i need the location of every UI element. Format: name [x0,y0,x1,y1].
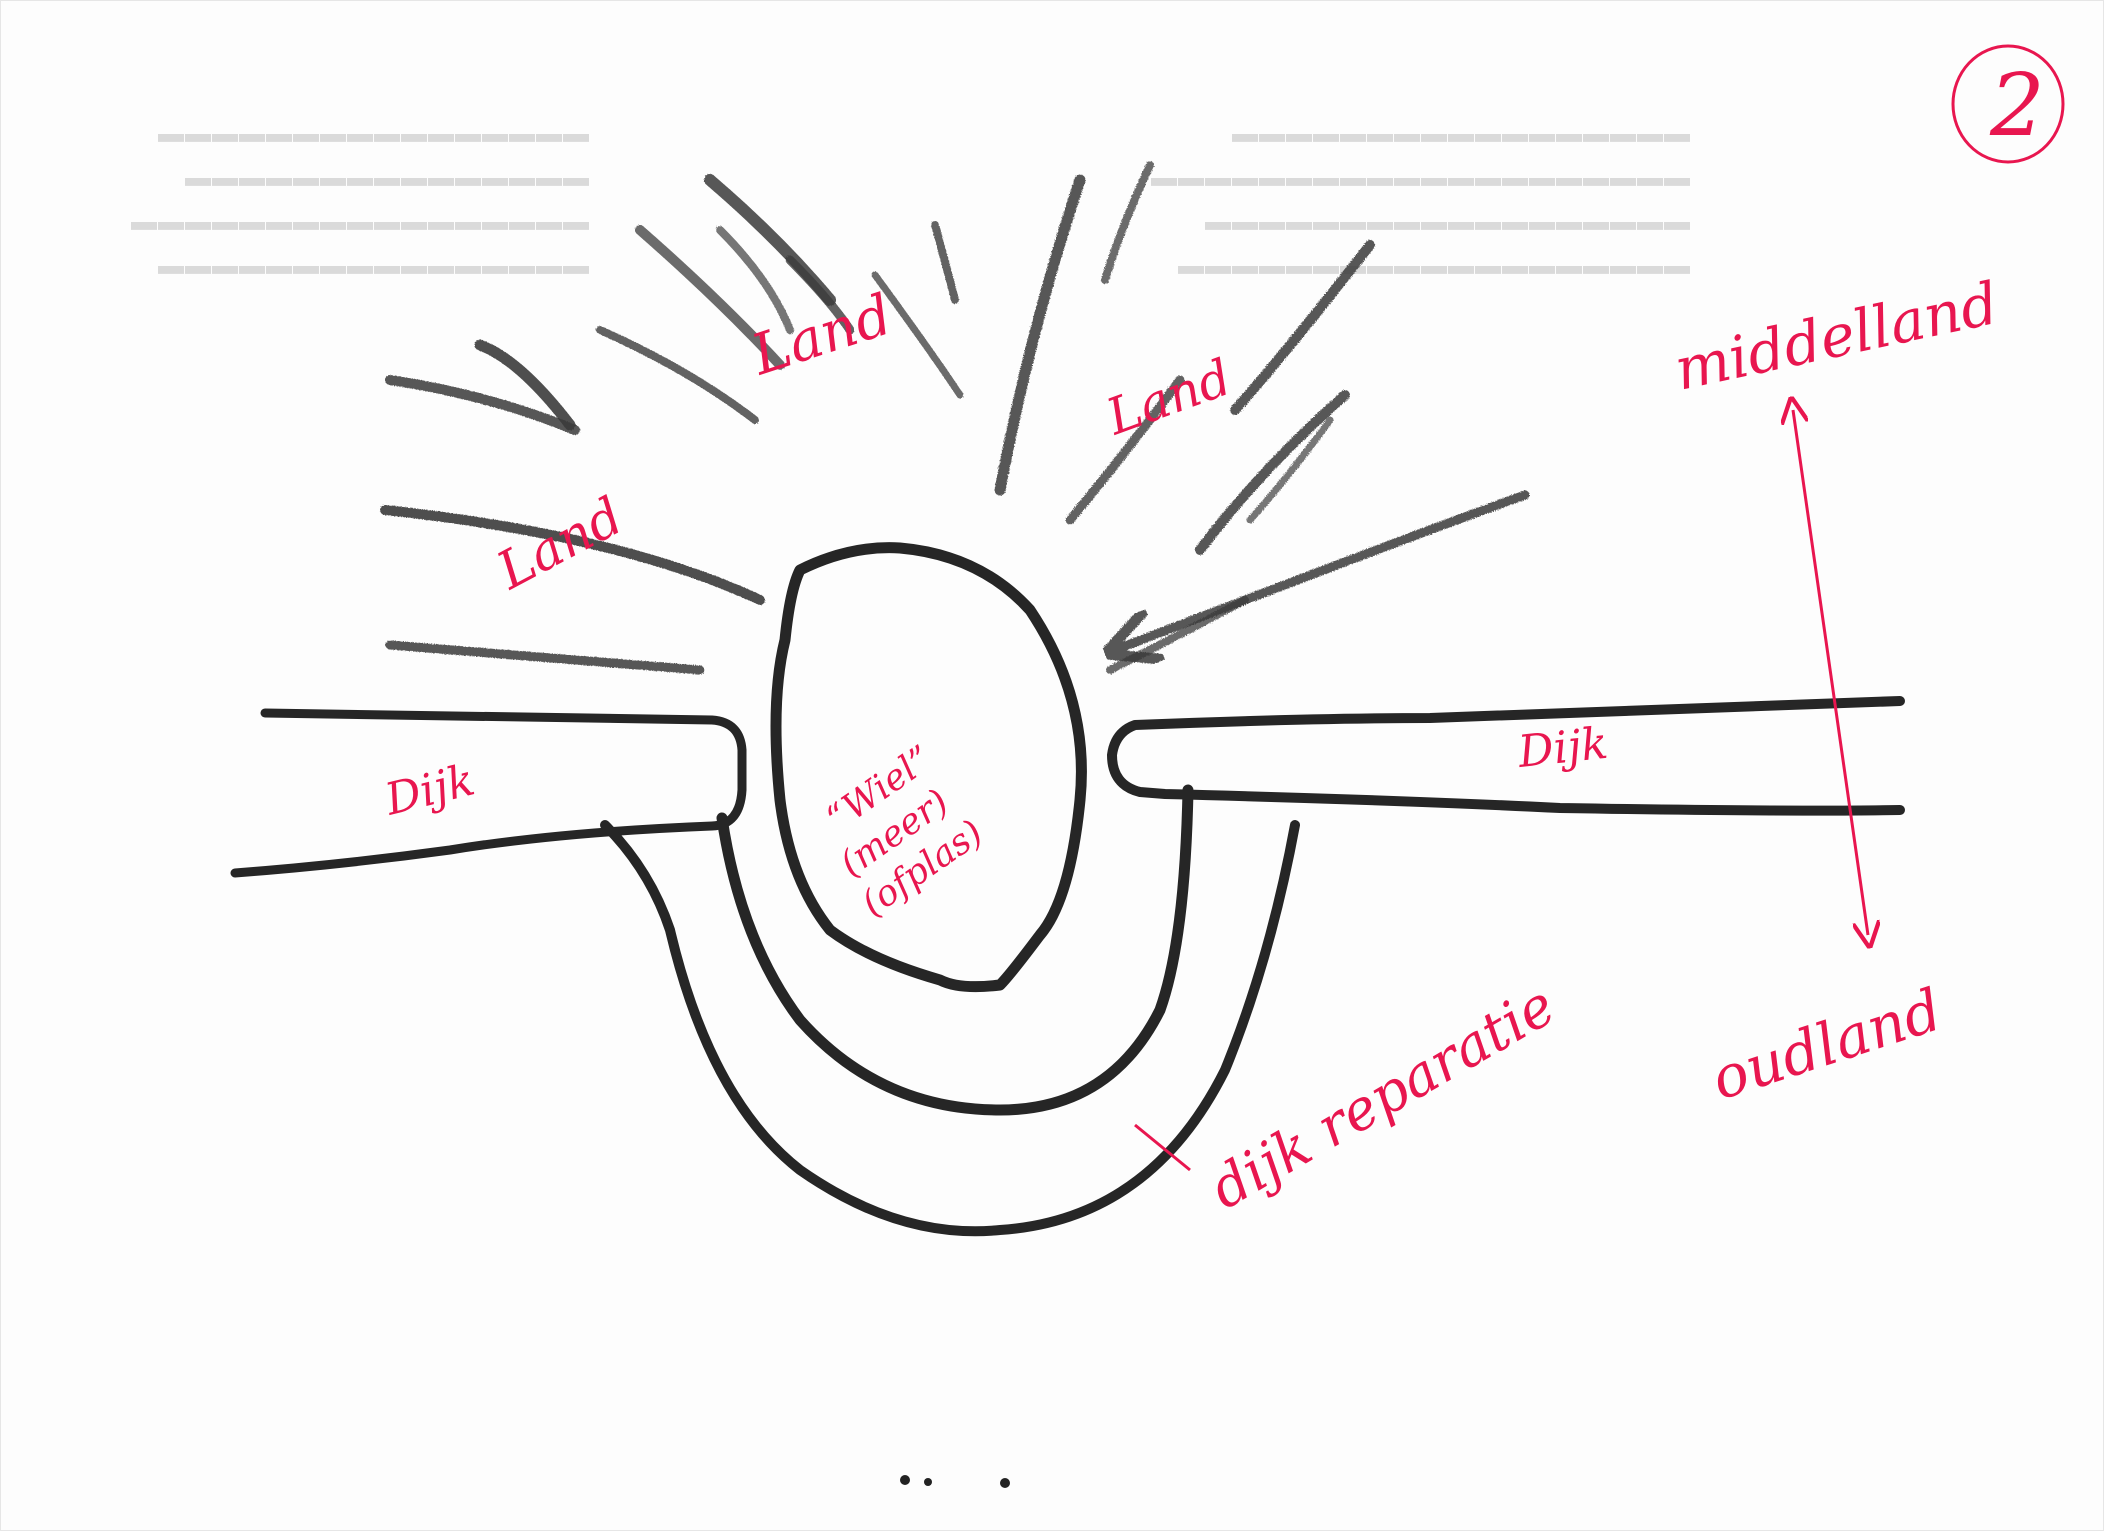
flow-rays [380,161,1530,675]
pool-outline [770,542,1087,993]
label-dike-right: Dijk [1515,718,1610,778]
label-middle-land: middelland [1669,269,2004,404]
repair-ring-inner [716,784,1194,1116]
ray [1065,375,1185,525]
ray [596,326,759,424]
label-land-left: Land [487,486,633,602]
ray [474,339,576,431]
label-pool: “Wiel” (meer) (ofplas) [819,738,990,925]
land-level-arrow [1793,410,1868,935]
ray [994,174,1086,496]
dike-left-outline [230,708,747,878]
repair-ring-outer [600,820,1300,1237]
ray [1230,240,1375,415]
repair-pointer [1134,1123,1191,1172]
label-old-land: oudland [1703,975,1949,1113]
scan-specks [900,1475,1010,1488]
ray [380,505,765,605]
ray [1115,490,1530,650]
ray [385,375,580,435]
dike-shapes [230,542,1905,1237]
ray [871,271,964,399]
ray [1246,416,1334,524]
label-dike-repair: dijk reparatie [1200,973,1567,1222]
ray [785,255,855,335]
ray [931,221,959,304]
dike-right-outline [1107,696,1905,816]
page-number-badge: 2 [1951,44,2065,164]
label-land-right: Land [1098,348,1238,446]
label-dike-left: Dijk [379,754,479,825]
page-number: 2 [1989,56,2045,156]
ray [716,226,794,334]
ray [1101,161,1154,284]
ray [385,640,705,675]
ray [1195,390,1350,555]
ray [635,225,785,370]
